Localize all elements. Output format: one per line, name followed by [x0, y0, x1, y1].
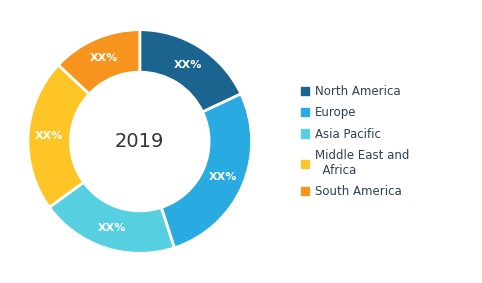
Text: XX%: XX% [90, 53, 118, 63]
Text: XX%: XX% [35, 131, 64, 141]
Legend: North America, Europe, Asia Pacific, Middle East and
  Africa, South America: North America, Europe, Asia Pacific, Mid… [299, 84, 410, 199]
Wedge shape [161, 94, 252, 248]
Text: XX%: XX% [97, 223, 126, 233]
Wedge shape [49, 182, 174, 253]
Wedge shape [140, 30, 241, 112]
Text: XX%: XX% [174, 60, 202, 70]
Wedge shape [58, 30, 140, 94]
Wedge shape [28, 65, 89, 207]
Text: 2019: 2019 [115, 132, 164, 151]
Text: XX%: XX% [209, 172, 237, 183]
